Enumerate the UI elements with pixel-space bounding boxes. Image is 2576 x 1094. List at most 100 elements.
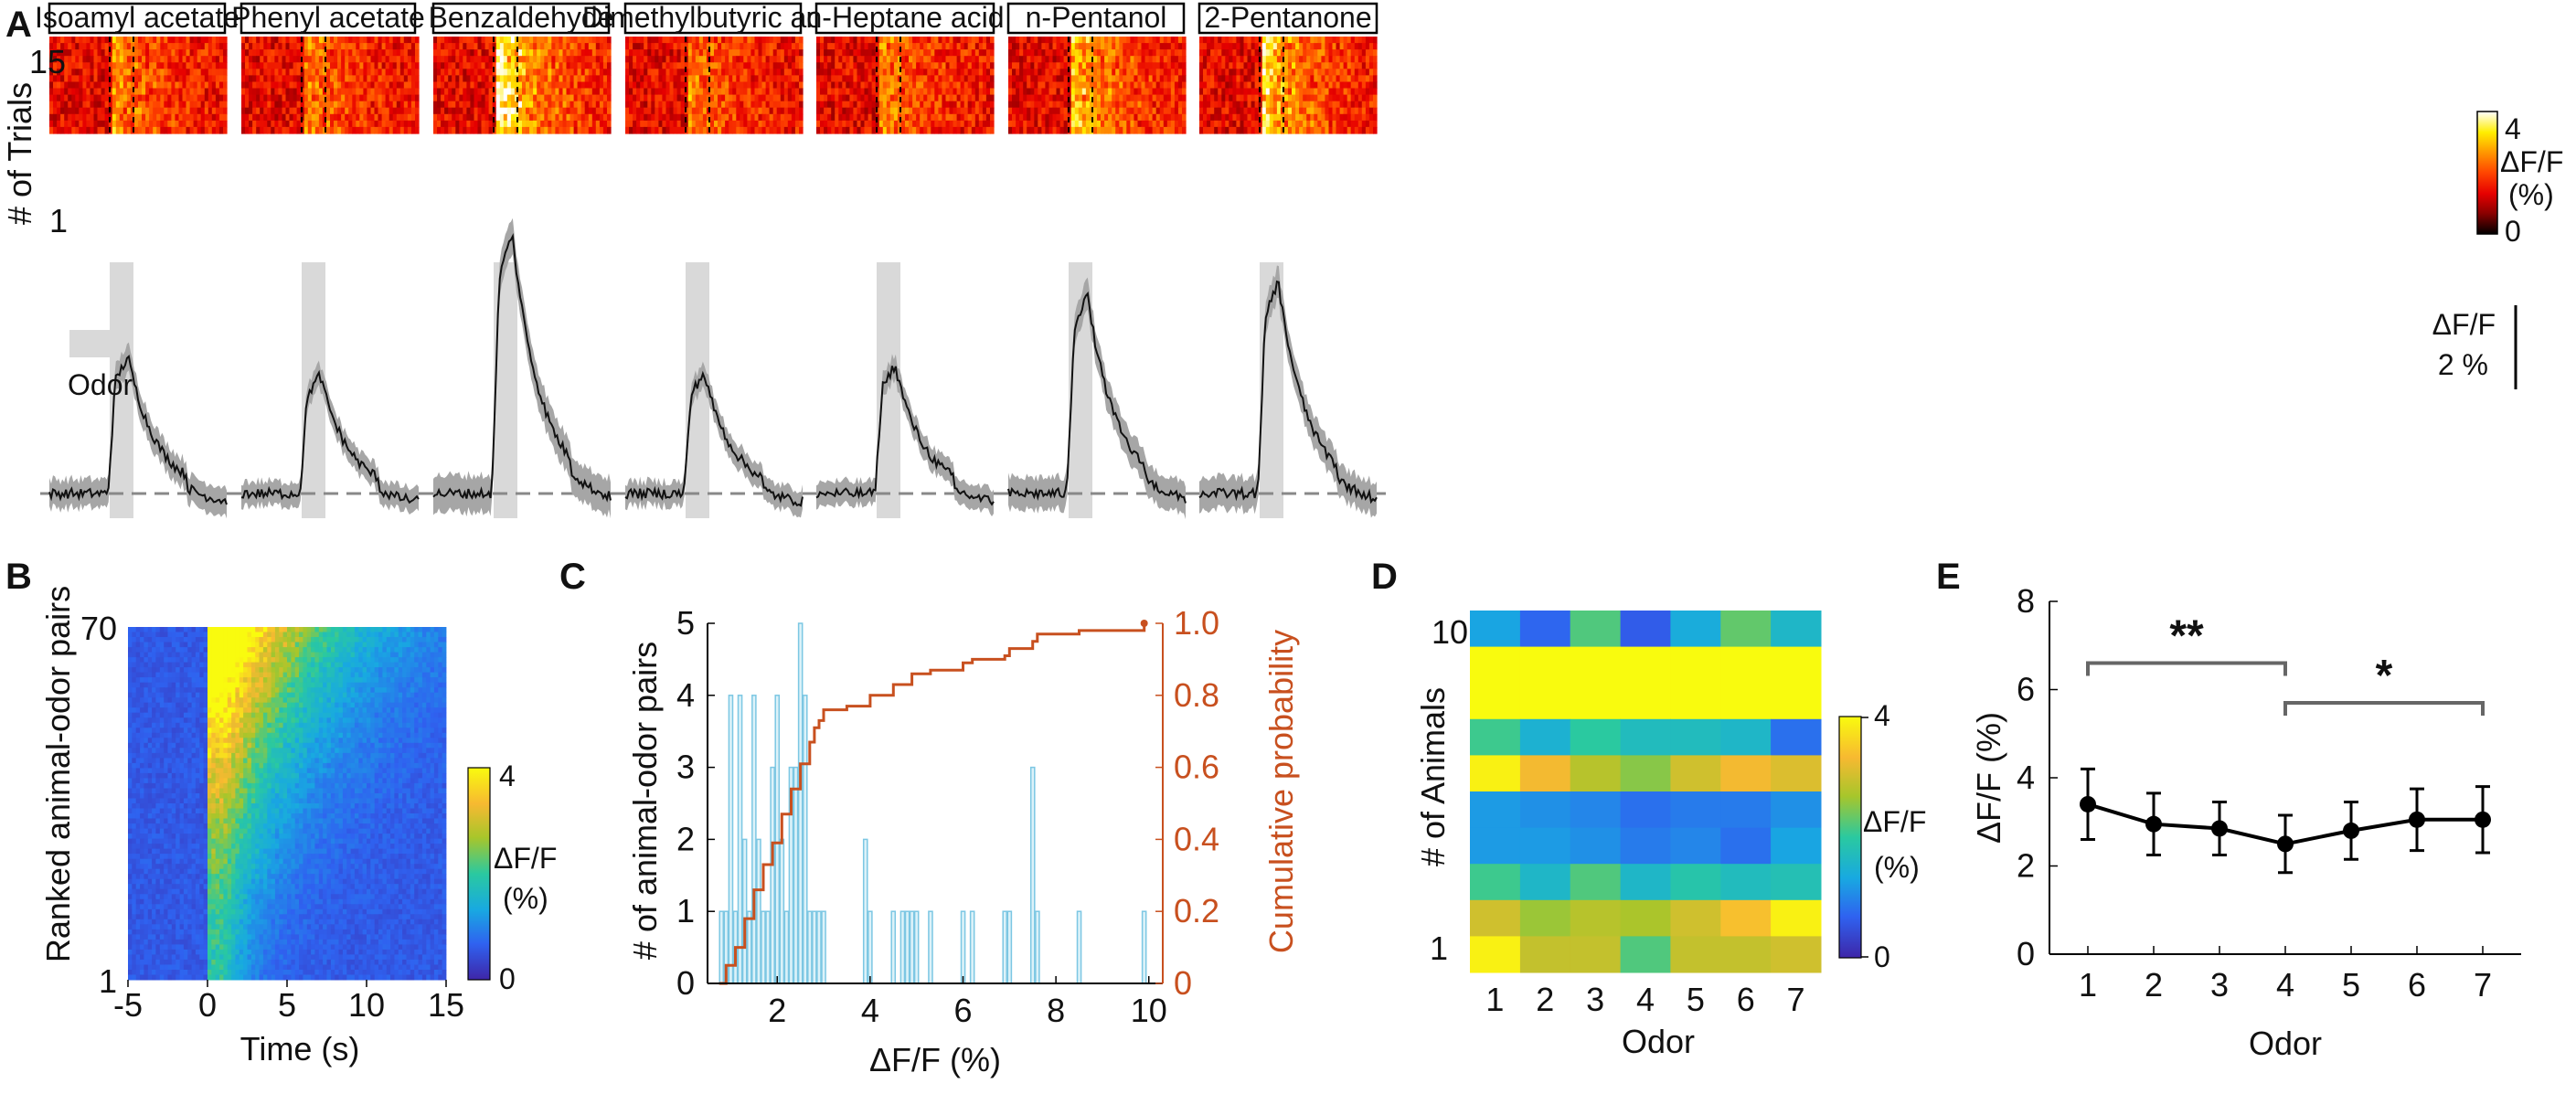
heatmap-cell <box>640 56 644 63</box>
heatmap-cell <box>750 120 755 128</box>
heatmap-cell <box>488 37 494 44</box>
heatmap-cell <box>1247 69 1252 76</box>
heatmap-cell <box>1357 88 1363 96</box>
heatmap-cell <box>138 101 143 109</box>
heatmap-cell <box>296 75 302 83</box>
heatmap-cell <box>49 37 54 44</box>
heatmap-cell <box>1034 88 1038 96</box>
heatmap-cell <box>1321 62 1325 69</box>
heatmap-cell <box>348 113 353 122</box>
heatmap-cell <box>1030 62 1035 69</box>
heatmap-cell <box>1272 94 1278 102</box>
heatmap-cell <box>334 62 338 69</box>
heatmap-cell <box>551 126 556 134</box>
heatmap-cell <box>868 69 873 76</box>
heatmap-cell <box>1016 113 1020 122</box>
heatmap-cell <box>178 69 184 76</box>
heatmap-cell <box>167 69 172 76</box>
heatmap-cell <box>1232 43 1237 50</box>
heatmap-cell <box>529 62 534 69</box>
heatmap-cell <box>326 43 331 50</box>
heatmap-cell <box>410 43 416 50</box>
heatmap-cell <box>352 37 357 44</box>
heatmap-cell <box>182 75 187 83</box>
heatmap-cell <box>60 94 65 102</box>
heatmap-cell <box>732 88 737 96</box>
heatmap-cell <box>655 88 659 96</box>
heatmap-cell <box>974 88 980 96</box>
heatmap-cell <box>437 81 442 90</box>
heatmap-cell <box>901 69 906 76</box>
heatmap-cell <box>595 120 601 128</box>
heatmap-cell <box>1236 43 1240 50</box>
heatmap-cell <box>629 126 633 134</box>
heatmap-cell <box>522 88 527 96</box>
heatmap-cell <box>791 94 796 102</box>
heatmap-cell <box>271 101 275 109</box>
heatmap-cell <box>1288 43 1293 50</box>
heatmap-cell <box>1299 69 1304 76</box>
heatmap-cell <box>1229 56 1233 63</box>
heatmap-cell <box>1218 43 1222 50</box>
heatmap-cell <box>1243 81 1249 90</box>
heatmap-cell <box>990 62 995 69</box>
heatmap-cell <box>1048 120 1054 128</box>
heatmap-cell <box>392 88 398 96</box>
heatmap-cell <box>1074 81 1080 90</box>
heatmap-cell <box>901 49 906 57</box>
heatmap-cell <box>953 88 958 96</box>
heatmap-cell <box>1126 101 1131 109</box>
heatmap-cell <box>289 43 294 50</box>
heatmap-cell <box>974 37 980 44</box>
heatmap-cell <box>990 37 995 44</box>
heatmap-cell <box>1306 101 1311 109</box>
heatmap-cell <box>934 81 939 90</box>
heatmap-cell <box>799 37 804 44</box>
heatmap-cell <box>559 49 563 57</box>
heatmap-cell <box>1085 81 1091 90</box>
heatmap-cell <box>182 101 187 109</box>
heatmap-cell <box>838 101 843 109</box>
heatmap-cell <box>982 88 987 96</box>
heatmap-cell <box>455 81 460 90</box>
heatmap-cell <box>725 75 729 83</box>
heatmap-cell <box>477 56 483 63</box>
heatmap-cell <box>824 62 828 69</box>
heatmap-cell <box>824 113 828 122</box>
heatmap-cell <box>1170 101 1176 109</box>
heatmap-cell <box>112 101 117 109</box>
heatmap-cell <box>1134 94 1138 102</box>
heatmap-cell <box>849 37 854 44</box>
heatmap-cell <box>153 94 157 102</box>
heatmap-cell <box>886 88 891 96</box>
heatmap-cell <box>718 37 722 44</box>
heatmap-cell <box>108 62 113 69</box>
heatmap-cell <box>1052 69 1058 76</box>
heatmap-cell <box>1141 120 1146 128</box>
heatmap-cell <box>145 107 150 115</box>
heatmap-cell <box>1045 75 1049 83</box>
heatmap-cell <box>1126 49 1131 57</box>
heatmap-cell <box>772 88 778 96</box>
heatmap-cell <box>93 107 99 115</box>
heatmap-cell <box>433 88 438 96</box>
heatmap-cell <box>827 113 832 122</box>
heatmap-cell <box>1101 49 1105 57</box>
heatmap-cell <box>115 75 121 83</box>
heatmap-cell <box>215 43 220 50</box>
heatmap-cell <box>893 120 899 128</box>
heatmap-cell <box>300 43 305 50</box>
heatmap-cell <box>503 126 508 134</box>
heatmap-cell <box>540 101 545 109</box>
heatmap-cell <box>499 56 505 63</box>
heatmap-cell <box>130 69 135 76</box>
heatmap-cell <box>474 94 479 102</box>
heatmap-cell <box>518 120 523 128</box>
heatmap-cell <box>743 37 748 44</box>
heatmap-cell <box>86 126 90 134</box>
heatmap-cell <box>942 75 946 83</box>
heatmap-cell <box>86 107 90 115</box>
heatmap-cell <box>960 75 965 83</box>
heatmap-cell <box>791 43 796 50</box>
heatmap-cell <box>529 43 534 50</box>
